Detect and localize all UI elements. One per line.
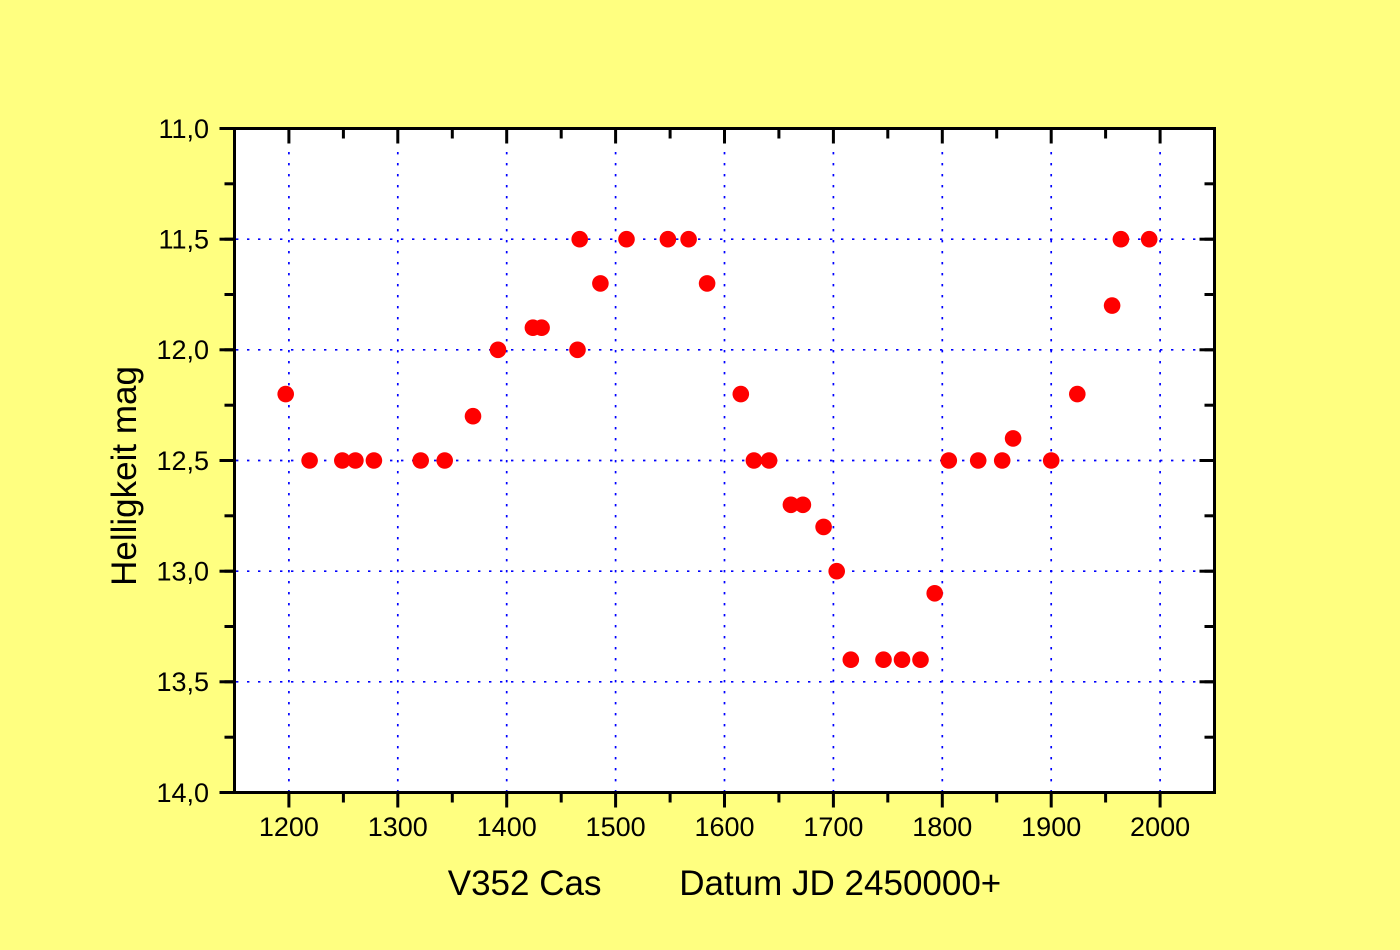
svg-text:2000: 2000	[1130, 812, 1190, 842]
svg-text:14,0: 14,0	[156, 778, 209, 808]
svg-text:12,5: 12,5	[156, 446, 209, 476]
svg-text:1700: 1700	[803, 812, 863, 842]
svg-text:Helligkeit mag: Helligkeit mag	[105, 366, 144, 586]
svg-text:1200: 1200	[259, 812, 319, 842]
svg-text:13,5: 13,5	[156, 667, 209, 697]
svg-text:1400: 1400	[477, 812, 537, 842]
svg-text:1300: 1300	[368, 812, 428, 842]
svg-text:V352 Cas Datum JD 24500: V352 Cas Datum JD 2450000+	[448, 864, 1002, 903]
svg-text:1500: 1500	[586, 812, 646, 842]
svg-text:1900: 1900	[1021, 812, 1081, 842]
svg-text:11,5: 11,5	[158, 225, 209, 255]
svg-text:1600: 1600	[694, 812, 754, 842]
svg-text:13,0: 13,0	[156, 557, 209, 587]
svg-text:12,0: 12,0	[156, 335, 209, 365]
svg-text:1800: 1800	[912, 812, 972, 842]
svg-text:11,0: 11,0	[158, 114, 209, 144]
